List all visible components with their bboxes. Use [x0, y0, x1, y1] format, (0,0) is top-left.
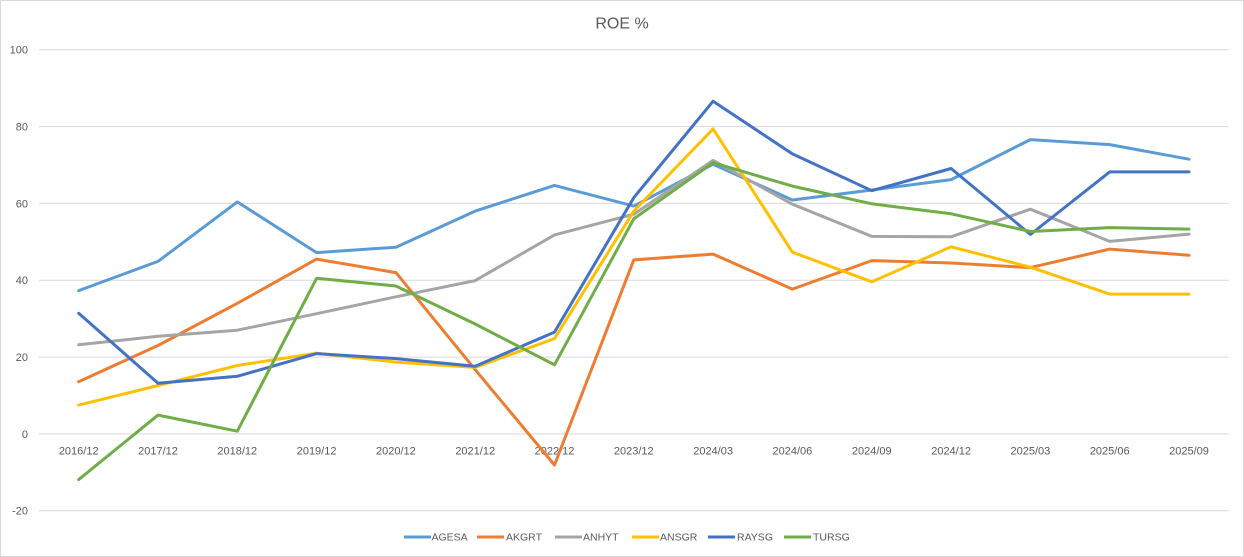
svg-text:2020/12: 2020/12 — [376, 446, 416, 458]
svg-text:40: 40 — [16, 275, 28, 287]
svg-text:AKGRT: AKGRT — [506, 532, 543, 544]
svg-text:RAYSG: RAYSG — [737, 532, 773, 544]
svg-text:2024/12: 2024/12 — [931, 446, 971, 458]
svg-text:2024/06: 2024/06 — [773, 446, 813, 458]
svg-text:2019/12: 2019/12 — [297, 446, 337, 458]
svg-text:2023/12: 2023/12 — [614, 446, 654, 458]
svg-text:0: 0 — [22, 429, 28, 441]
svg-text:AGESA: AGESA — [432, 532, 468, 544]
svg-text:20: 20 — [16, 352, 28, 364]
svg-text:2025/06: 2025/06 — [1090, 446, 1130, 458]
svg-text:2025/03: 2025/03 — [1011, 446, 1051, 458]
svg-text:ANSGR: ANSGR — [660, 532, 698, 544]
svg-text:2024/03: 2024/03 — [693, 446, 733, 458]
svg-text:2018/12: 2018/12 — [217, 446, 257, 458]
svg-text:-20: -20 — [12, 506, 28, 518]
svg-text:ANHYT: ANHYT — [583, 532, 619, 544]
svg-text:TURSG: TURSG — [813, 532, 850, 544]
svg-text:2025/09: 2025/09 — [1169, 446, 1209, 458]
svg-text:60: 60 — [16, 198, 28, 210]
svg-text:2024/09: 2024/09 — [852, 446, 892, 458]
svg-text:100: 100 — [10, 45, 28, 57]
svg-text:2016/12: 2016/12 — [59, 446, 99, 458]
svg-text:2021/12: 2021/12 — [455, 446, 495, 458]
svg-text:80: 80 — [16, 122, 28, 134]
svg-text:ROE %: ROE % — [595, 16, 648, 33]
svg-text:2017/12: 2017/12 — [138, 446, 178, 458]
